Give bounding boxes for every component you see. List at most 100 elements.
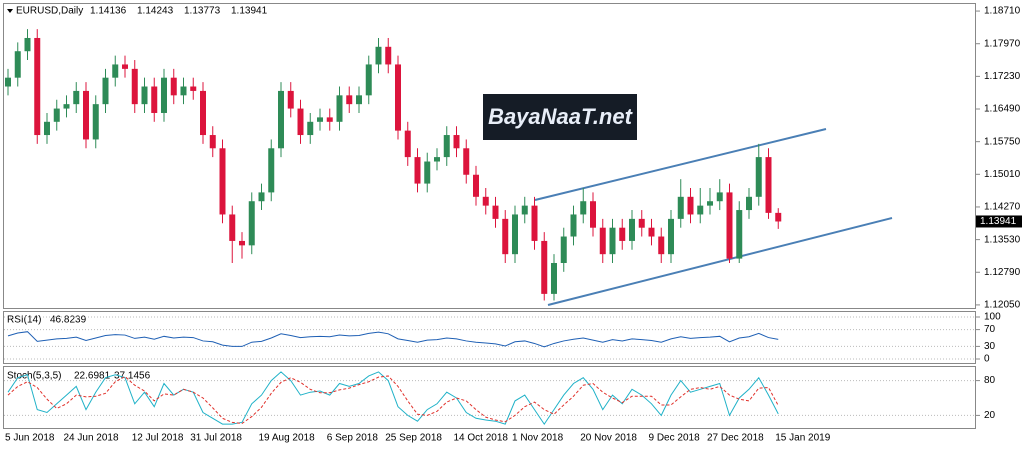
y-tick-label: 1.17230 (984, 71, 1021, 82)
stoch-title: Stoch(5,3,5) (7, 371, 61, 382)
stoch-main-value: 22.6981 (74, 371, 111, 382)
y-tick-label: 1.14270 (984, 202, 1021, 213)
x-tick-label: 12 Jul 2018 (132, 433, 184, 444)
candle-body (170, 77, 177, 96)
candle-body (395, 64, 401, 131)
x-tick-label: 19 Aug 2018 (259, 433, 316, 444)
candle-body (521, 205, 528, 215)
y-tick-label: 1.12790 (984, 267, 1021, 278)
candle-body (648, 227, 655, 237)
x-tick-label: 31 Jul 2018 (190, 433, 242, 444)
high-value: 1.14243 (137, 6, 174, 17)
candle-body (161, 77, 167, 113)
candle-body (336, 95, 343, 122)
candle-body (765, 157, 772, 213)
candle-body (482, 196, 489, 206)
candle-body (151, 86, 158, 113)
candle-body (746, 196, 752, 211)
candle-body (5, 77, 11, 87)
open-value: 1.14136 (90, 6, 127, 17)
candle-body (707, 201, 713, 206)
price-label-bg (976, 215, 1022, 228)
candle-body (44, 121, 50, 136)
y-tick-label: 30 (984, 341, 996, 352)
y-tick-label: 70 (984, 324, 996, 335)
candle-body (200, 90, 206, 136)
y-tick-label: 1.13530 (984, 234, 1021, 245)
candle-body (278, 90, 284, 149)
candle-body (755, 157, 762, 197)
candle-body (453, 135, 460, 149)
candle-body (92, 104, 99, 140)
candle-body (726, 192, 733, 259)
candle-body (619, 227, 626, 241)
x-tick-label: 9 Dec 2018 (649, 433, 701, 444)
y-tick-label: 80 (984, 375, 996, 386)
candle-body (229, 214, 236, 241)
candle-body (716, 192, 723, 202)
candle-body (122, 64, 128, 69)
candle-body (14, 51, 21, 78)
candle-body (83, 90, 89, 140)
candle-body (190, 86, 197, 91)
y-tick-label: 100 (984, 312, 1001, 323)
x-tick-label: 27 Dec 2018 (707, 433, 764, 444)
candle-body (443, 135, 450, 158)
y-tick-label: 1.15750 (984, 136, 1021, 147)
rsi-title: RSI(14) (7, 315, 41, 326)
x-tick-label: 25 Sep 2018 (385, 433, 442, 444)
stoch-signal-value: 37.1456 (114, 371, 151, 382)
candle-body (258, 192, 265, 202)
menu-arrow (7, 9, 13, 13)
candle-body (346, 95, 353, 105)
x-tick-label: 6 Sep 2018 (327, 433, 379, 444)
x-tick-label: 14 Oct 2018 (454, 433, 509, 444)
candle-body (658, 236, 665, 255)
candle-body (53, 108, 60, 122)
candle-body (473, 174, 479, 197)
candle-body (385, 46, 392, 65)
chart-title: EURUSD,Daily (16, 6, 83, 17)
candle-body (73, 90, 80, 105)
rsi-value: 46.8239 (50, 315, 87, 326)
candle-body (180, 86, 187, 96)
candle-body (697, 205, 704, 215)
candle-body (775, 212, 782, 222)
candle-body (24, 37, 31, 52)
x-tick-label: 1 Nov 2018 (512, 433, 564, 444)
candle-body (677, 196, 684, 219)
current-price: 1.13941 (980, 216, 1017, 227)
rsi-frame (3, 311, 976, 364)
price-frame (3, 3, 976, 309)
candle-body (307, 121, 314, 136)
x-tick-label: 24 Jun 2018 (64, 433, 119, 444)
candle-body (414, 157, 421, 184)
candle-body (434, 157, 440, 162)
indicator-line (7, 371, 779, 425)
y-tick-label: 1.15010 (984, 169, 1021, 180)
candle-body (560, 236, 567, 263)
y-tick-label: 1.12050 (984, 300, 1021, 311)
candle-body (268, 148, 275, 193)
candle-body (219, 148, 226, 215)
candle-body (287, 90, 294, 109)
close-value: 1.13941 (231, 6, 268, 17)
candle-body (502, 218, 509, 255)
candle-body (34, 37, 41, 136)
watermark: BayaNaaT.net (488, 104, 634, 129)
candle-body (356, 95, 362, 105)
candle-body (687, 196, 694, 215)
channel-lower (547, 217, 893, 306)
candle-body (599, 227, 606, 255)
y-tick-label: 1.17970 (984, 38, 1021, 49)
candle-body (638, 218, 645, 228)
candle-body (239, 240, 245, 246)
candle-body (531, 205, 538, 241)
candle-body (102, 77, 109, 105)
candle-body (209, 135, 216, 149)
candle-body (297, 108, 304, 136)
candle-body (131, 68, 138, 105)
indicator-line (7, 331, 779, 348)
candle-body (736, 210, 743, 259)
